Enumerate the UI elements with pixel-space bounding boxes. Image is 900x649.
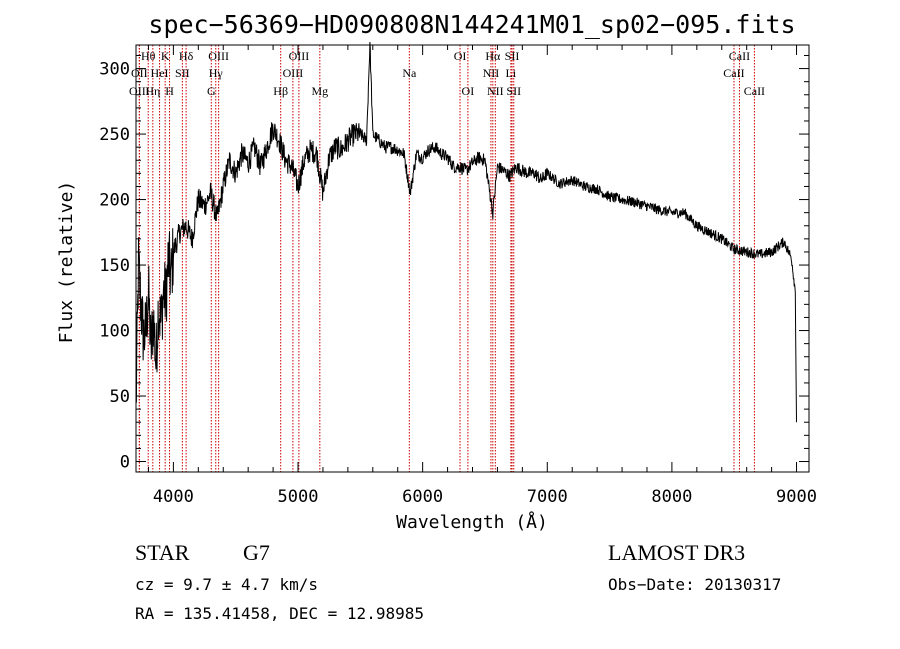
line-label: OII — [131, 66, 148, 80]
plot-frame — [135, 44, 810, 473]
x-tick-label: 4000 — [153, 487, 194, 507]
line-label: SII — [505, 49, 520, 63]
y-axis-label: Flux (relative) — [56, 181, 77, 344]
y-tick-label: 200 — [99, 191, 130, 211]
ra-dec-coordinates: RA = 135.41458, DEC = 12.98985 — [135, 604, 424, 623]
line-label: OIII — [129, 84, 150, 98]
spectrum-line — [135, 41, 797, 423]
x-tick-label: 8000 — [651, 487, 692, 507]
x-tick-label: 5000 — [278, 487, 319, 507]
survey-name: LAMOST DR3 — [608, 540, 745, 565]
y-tick-label: 250 — [99, 125, 130, 145]
line-label: CaII — [744, 84, 765, 98]
line-label: OIII — [283, 66, 304, 80]
y-tick-label: 100 — [99, 322, 130, 342]
y-tick-label: 50 — [110, 387, 130, 407]
line-label: SII — [506, 84, 521, 98]
x-axis-label: Wavelength (Å) — [396, 511, 548, 533]
x-axis-ticks: 4000 5000 6000 7000 8000 9000 — [147, 45, 817, 507]
y-tick-label: 150 — [99, 256, 130, 276]
observation-date: Obs−Date: 20130317 — [608, 575, 781, 594]
y-axis-ticks: 0 50 100 150 200 250 300 — [99, 54, 809, 473]
line-label: Na — [402, 66, 417, 80]
line-label: G — [207, 84, 216, 98]
line-label: Mg — [311, 84, 328, 98]
line-label: OIII — [289, 49, 310, 63]
x-tick-label: 7000 — [527, 487, 568, 507]
line-label: Hη — [145, 84, 160, 98]
chart-title: spec−56369−HD090808N144241M01_sp02−095.f… — [148, 10, 795, 39]
x-tick-label: 9000 — [776, 487, 817, 507]
line-label: Hγ — [209, 66, 224, 80]
redshift-cz: cz = 9.7 ± 4.7 km/s — [135, 575, 318, 594]
line-label: Li — [506, 66, 517, 80]
line-markers — [138, 45, 755, 472]
line-label: NII — [487, 84, 504, 98]
y-tick-label: 0 — [120, 453, 130, 473]
object-type: STAR — [135, 540, 190, 565]
spectral-subclass: G7 — [243, 540, 270, 565]
line-label: CaII — [723, 66, 744, 80]
line-label: HeI — [151, 66, 169, 80]
y-tick-label: 300 — [99, 60, 130, 80]
line-label: OI — [454, 49, 467, 63]
line-label: OIII — [208, 49, 229, 63]
line-label: Hβ — [273, 84, 288, 98]
line-label: SII — [175, 66, 190, 80]
line-label: Hδ — [179, 49, 194, 63]
line-label: Hθ — [141, 49, 156, 63]
x-tick-label: 6000 — [402, 487, 443, 507]
line-label: K — [161, 49, 170, 63]
line-label: NII — [483, 66, 500, 80]
spectrum-series — [135, 41, 797, 423]
line-label: OI — [462, 84, 475, 98]
line-label: CaII — [729, 49, 750, 63]
line-label: H — [165, 84, 174, 98]
line-label: Hα — [485, 49, 501, 63]
